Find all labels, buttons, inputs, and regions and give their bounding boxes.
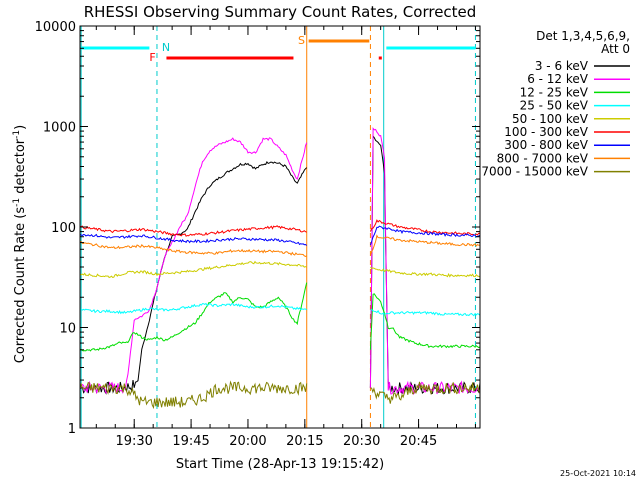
- x-tick-label: 20:00: [229, 434, 266, 449]
- plot-decorations: N S F: [80, 26, 476, 428]
- series-line-1: [79, 127, 481, 396]
- y-tick-label: 10000: [35, 20, 76, 35]
- y-tick-label: 1000: [43, 121, 76, 136]
- legend-entry-label: 300 - 800 keV: [504, 138, 588, 152]
- legend-entry-label: 100 - 300 keV: [504, 125, 588, 139]
- legend-header-detectors: Det 1,3,4,5,6,9,: [536, 29, 630, 43]
- x-axis-label: Start Time (28-Apr-13 19:15:42): [176, 457, 384, 472]
- legend-header-attenuator: Att 0: [601, 42, 630, 56]
- x-tick-label: 20:30: [343, 434, 380, 449]
- series-line-0: [79, 134, 481, 395]
- y-axis-label-part-1: Corrected Count Rate (s: [13, 207, 28, 364]
- legend-entry-label: 800 - 7000 keV: [497, 151, 589, 165]
- legend-entry-label: 6 - 12 keV: [527, 72, 589, 86]
- series-line-6: [79, 225, 481, 246]
- series-layer: [79, 127, 481, 410]
- x-tick-label: 20:45: [400, 434, 437, 449]
- x-tick-label: 20:15: [286, 434, 323, 449]
- chart-title: RHESSI Observing Summary Count Rates, Co…: [84, 3, 477, 21]
- legend-entry-label: 7000 - 15000 keV: [481, 165, 588, 179]
- night-flag-label: N: [162, 41, 170, 54]
- series-line-4: [79, 260, 481, 279]
- legend-entry-label: 12 - 25 keV: [520, 85, 589, 99]
- legend-entry-label: 3 - 6 keV: [535, 59, 589, 73]
- series-line-2: [79, 282, 481, 352]
- series-line-7: [79, 234, 481, 257]
- y-axis-label: Corrected Count Rate (s-1 detector-1): [12, 125, 28, 363]
- y-tick-label: 1: [68, 422, 76, 437]
- y-axis-label-part-2: detector: [13, 138, 28, 198]
- series-line-3: [79, 302, 481, 317]
- timestamp: 25-Oct-2021 10:14: [560, 469, 636, 478]
- x-tick-label: 19:45: [172, 434, 209, 449]
- saa-flag-label: S: [298, 34, 305, 47]
- y-tick-label: 10: [59, 322, 76, 337]
- legend-entry-label: 25 - 50 keV: [520, 99, 589, 113]
- series-line-8: [79, 380, 481, 410]
- y-axis-label-sup-2: -1: [12, 130, 22, 139]
- flare-flag-label: F: [149, 51, 155, 64]
- y-axis-label-sup-1: -1: [12, 198, 22, 207]
- y-axis-label-part-3: ): [13, 125, 28, 130]
- axes-layer: 1 10 100 1000 10000 19:30 19:45 20:00 20:15 20:30…: [35, 20, 480, 449]
- y-tick-label: 100: [51, 221, 76, 236]
- legend-entry-label: 50 - 100 keV: [512, 112, 589, 126]
- series-line-5: [79, 219, 481, 237]
- x-tick-label: 19:30: [115, 434, 152, 449]
